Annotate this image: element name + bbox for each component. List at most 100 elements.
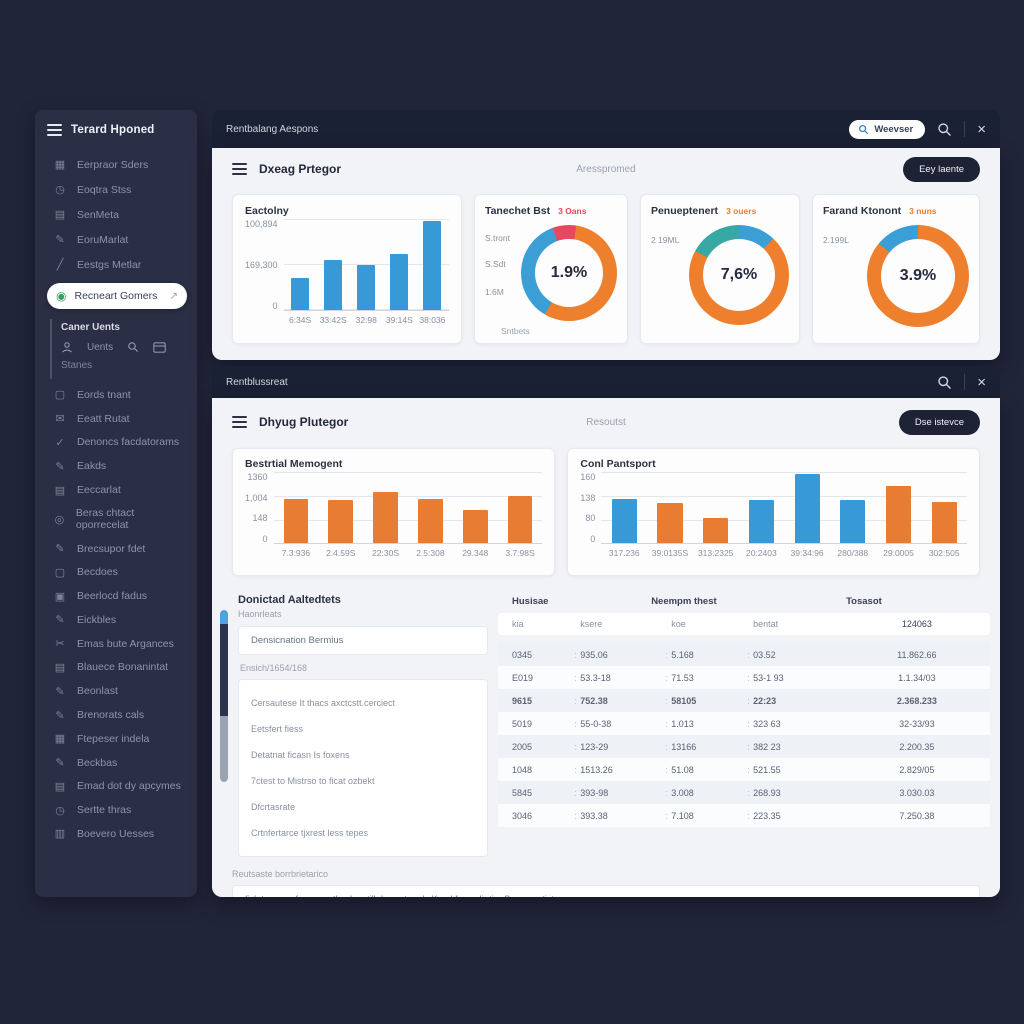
donut3-value: 3.9% bbox=[899, 267, 937, 284]
card-icon[interactable] bbox=[153, 341, 166, 353]
list-item[interactable]: Eetsfert fiess bbox=[251, 724, 304, 734]
donut2-value: 7,6% bbox=[720, 266, 758, 283]
search-icon[interactable] bbox=[937, 122, 952, 137]
sidebar-active-label: Recneart Gomers bbox=[74, 290, 158, 302]
sidebar-item-icon: ▤ bbox=[54, 780, 66, 793]
sidebar-item[interactable]: ▤ Eeccarlat bbox=[47, 478, 187, 502]
list-item[interactable]: Cersautese It thacs axctcstt.cerciect bbox=[251, 698, 396, 708]
list-item[interactable]: Dfcrtasrate bbox=[251, 802, 296, 812]
sidebar-item-active[interactable]: ◉ Recneart Gomers ↗ bbox=[47, 283, 187, 309]
sidebar-item[interactable]: ✎ Eakds bbox=[47, 454, 187, 478]
list-item[interactable]: Detatnat ficasn Is foxens bbox=[251, 750, 350, 760]
scrollbar[interactable] bbox=[220, 610, 228, 782]
search-icon[interactable] bbox=[937, 375, 952, 390]
sidebar-item[interactable]: ▣ Beerlocd fadus bbox=[47, 584, 187, 608]
bar-column bbox=[830, 472, 876, 543]
table-row[interactable]: 3046 : 393.38 : 7.108 : 223.35 7.250.38 bbox=[498, 804, 990, 827]
sidebar-item[interactable]: ╱ Eestgs Metlar bbox=[47, 252, 187, 277]
sidebar-item[interactable]: ◷ Sertte thras bbox=[47, 798, 187, 822]
user-icon[interactable] bbox=[61, 341, 73, 353]
panel1-title: Dxeag Prtegor bbox=[259, 162, 342, 176]
sidebar-item[interactable]: ✎ Eickbles bbox=[47, 608, 187, 632]
table-row[interactable]: 9615 : 752.38 : 58105 : 22:23 2.368.233 bbox=[498, 689, 990, 712]
bar bbox=[283, 498, 309, 543]
x-tick-label: 2.4.59S bbox=[326, 548, 356, 558]
bar-column bbox=[739, 472, 785, 543]
x-tick-label: 29:0005 bbox=[883, 548, 914, 558]
close-icon[interactable]: × bbox=[977, 373, 986, 391]
sidebar-item-icon: ✎ bbox=[55, 685, 65, 698]
table-row[interactable]: E019 : 53.3-18 : 71.53 : 53-1 93 1.1.34/… bbox=[498, 666, 990, 689]
menu-icon[interactable] bbox=[232, 416, 247, 428]
sidebar-item[interactable]: ✎ Beckbas bbox=[47, 751, 187, 775]
viewer-pill-button[interactable]: Weevser bbox=[849, 119, 926, 139]
sidebar-item-icon: ╱ bbox=[56, 259, 64, 271]
search-icon bbox=[859, 124, 869, 134]
table-row[interactable]: 2005 : 123-29 : 13166 : 382 23 2.200.35 bbox=[498, 735, 990, 758]
menu-icon[interactable] bbox=[47, 124, 62, 136]
sidebar-item-icon: ✎ bbox=[55, 709, 65, 722]
sidebar-item-label: EoruMarlat bbox=[77, 233, 129, 246]
table-body: 0345 : 935.06 : 5.168 : 03.52 11.862.66 … bbox=[498, 643, 990, 827]
bar bbox=[357, 264, 376, 310]
sidebar-item[interactable]: ▢ Becdoes bbox=[47, 560, 187, 584]
sidebar-item[interactable]: ▢ Eords tnant bbox=[47, 383, 187, 407]
x-tick-label: 317.236 bbox=[608, 548, 640, 558]
bar-column bbox=[601, 472, 647, 543]
table-row[interactable]: 5845 : 393-98 : 3.008 : 268.93 3.030.03 bbox=[498, 781, 990, 804]
list-item[interactable]: 7ctest to Mistrso to ficat ozbekt bbox=[251, 776, 375, 786]
sidebar-item[interactable]: ✎ Brenorats cals bbox=[47, 703, 187, 727]
sidebar-item[interactable]: ▦ Ftepeser indela bbox=[47, 727, 187, 751]
table-row[interactable]: 5019 : 55-0-38 : 1.013 : 323 63 32-33/93 bbox=[498, 712, 990, 735]
donut1-value: 1.9% bbox=[550, 264, 588, 281]
sidebar-item[interactable]: ◎ Beras chtact oporrecelat bbox=[47, 502, 187, 537]
sidebar-item[interactable]: ✎ Brecsupor fdet bbox=[47, 537, 187, 561]
search-icon[interactable] bbox=[127, 341, 139, 353]
bar bbox=[703, 518, 729, 543]
x-tick-label: 22:30S bbox=[372, 548, 400, 558]
window-reports: Rentbalang Aespons Weevser × Dxeag Prteg… bbox=[212, 110, 1000, 360]
donut3-label: 2.199L bbox=[822, 235, 849, 245]
bar bbox=[290, 278, 310, 310]
sidebar-item-icon: ✎ bbox=[55, 757, 65, 770]
sidebar-item[interactable]: ✉ Eeatt Rutat bbox=[47, 407, 187, 431]
option-list: Cersautese It thacs axctcstt.cerciect Ee… bbox=[238, 679, 488, 857]
sidebar-top-items: ▦ Eerpraor Sders ◷ Eoqtra Stss ▤ SenMeta… bbox=[47, 152, 187, 277]
sidebar-item-icon: ✎ bbox=[55, 234, 65, 246]
footer-input[interactable]: fich tncnsen for reses thecbes till down… bbox=[232, 885, 980, 897]
chart3-y-axis: 160 138 80 0 bbox=[580, 472, 596, 544]
bar bbox=[794, 474, 820, 543]
list-search-input[interactable]: Densicnation Bermius bbox=[238, 626, 488, 655]
menu-icon[interactable] bbox=[232, 163, 247, 175]
window1-title: Rentbalang Aespons bbox=[226, 123, 319, 135]
sidebar-group-label: Caner Uents bbox=[61, 322, 120, 333]
chart2-plot bbox=[273, 472, 543, 544]
sidebar-item[interactable]: ▦ Eerpraor Sders bbox=[47, 152, 187, 177]
bar bbox=[657, 502, 683, 543]
donut-card-2: Penueptenert 3 ouers 2 19ML 7,6% bbox=[639, 194, 800, 344]
bar-column bbox=[408, 472, 453, 543]
sidebar-item[interactable]: ◷ Eoqtra Stss bbox=[47, 177, 187, 202]
table-row[interactable]: 1048 : 1513.26 : 51.08 : 521.55 2.829/05 bbox=[498, 758, 990, 781]
window1-body: Dxeag Prtegor Aresspromed Eey laente Eac… bbox=[212, 148, 1000, 360]
table-row[interactable]: 0345 : 935.06 : 5.168 : 03.52 11.862.66 bbox=[498, 643, 990, 666]
close-icon[interactable]: × bbox=[977, 120, 986, 138]
list-item[interactable]: Crtnfertarce tjxrest less tepes bbox=[251, 828, 369, 838]
sidebar-item[interactable]: ✓ Denoncs facdatorams bbox=[47, 431, 187, 455]
sidebar-item[interactable]: ▤ Emad dot dy apcymes bbox=[47, 775, 187, 799]
sidebar-item[interactable]: ✎ EoruMarlat bbox=[47, 227, 187, 252]
x-tick-label: 33:42S bbox=[319, 315, 347, 325]
panel2-action-button[interactable]: Dse istevce bbox=[898, 409, 980, 435]
sidebar-item[interactable]: ▥ Boevero Uesses bbox=[47, 822, 187, 846]
sidebar-item[interactable]: ✂ Emas bute Argances bbox=[47, 632, 187, 656]
sidebar-item-icon: ✉ bbox=[55, 413, 65, 426]
bar bbox=[423, 220, 442, 310]
panel1-action-button[interactable]: Eey laente bbox=[903, 156, 980, 182]
sidebar-item[interactable]: ▤ Blauece Bonanintat bbox=[47, 656, 187, 680]
chart1-plot bbox=[283, 219, 449, 311]
sidebar-item[interactable]: ▤ SenMeta bbox=[47, 202, 187, 227]
bar bbox=[328, 500, 354, 543]
sidebar-item[interactable]: ✎ Beonlast bbox=[47, 679, 187, 703]
chart2-title: Bestrtial Memogent bbox=[245, 458, 343, 470]
x-tick-label: 302:505 bbox=[928, 548, 960, 558]
